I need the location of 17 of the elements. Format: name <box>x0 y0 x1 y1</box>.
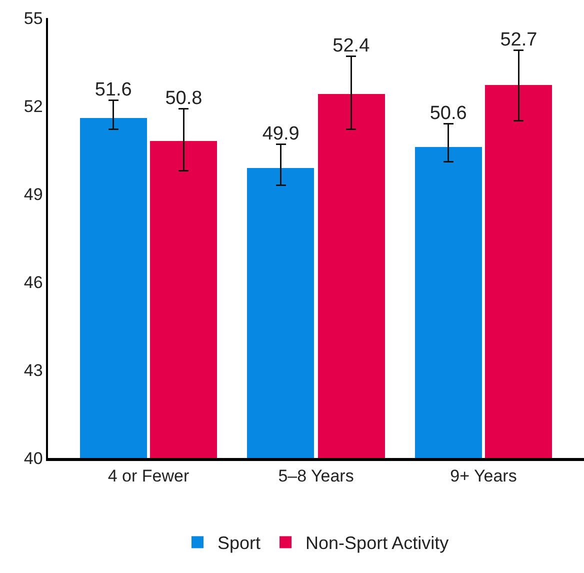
data-label: 51.6 <box>94 79 132 100</box>
y-tick-label: 52 <box>24 96 43 116</box>
legend-label: Sport <box>218 533 261 554</box>
x-tick-label: 9+ Years <box>450 466 517 486</box>
data-label: 50.8 <box>165 88 202 110</box>
y-tick-label: 46 <box>24 272 43 292</box>
data-label: 52.7 <box>500 30 538 51</box>
y-tick-label: 43 <box>24 360 43 380</box>
data-label: 50.6 <box>430 102 467 124</box>
y-tick-label: 55 <box>24 8 43 28</box>
legend-label: Non-Sport Activity <box>306 533 449 554</box>
y-tick-label: 49 <box>24 184 43 204</box>
data-label: 49.9 <box>262 123 300 144</box>
data-label: 52.4 <box>332 35 370 56</box>
x-tick-label: 5–8 Years <box>278 466 354 486</box>
x-tick-label: 4 or Fewer <box>108 466 190 486</box>
y-tick-label: 40 <box>24 448 43 468</box>
